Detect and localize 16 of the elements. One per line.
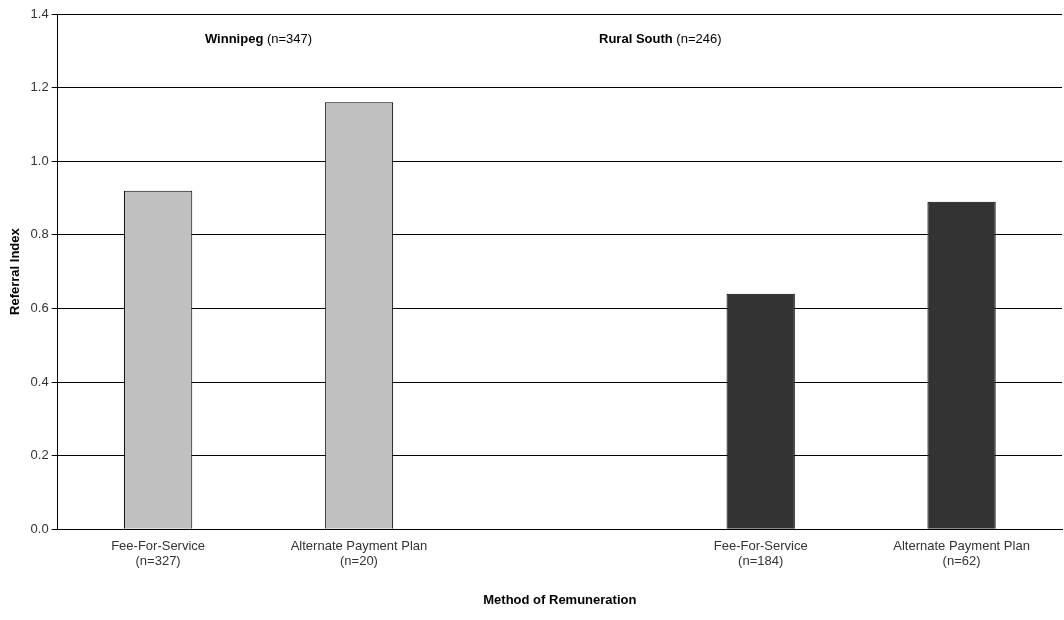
- y-tick-label: 1.0: [30, 152, 49, 168]
- y-tick-label: 1.4: [30, 5, 49, 21]
- annotation: Winnipeg (n=347): [204, 31, 313, 47]
- x-axis-title: Method of Remuneration: [483, 591, 637, 607]
- x-tick-label: Fee-For-Service (n=184): [713, 537, 808, 569]
- annotation: Rural South (n=246): [599, 31, 722, 47]
- y-tick-label: 0.4: [30, 373, 49, 389]
- y-tick-label: 0.6: [30, 299, 49, 315]
- x-tick-label: Alternate Payment Plan (n=62): [893, 537, 1030, 569]
- x-tick-label: Alternate Payment Plan (n=20): [290, 537, 428, 569]
- x-tick-label: Fee-For-Service (n=327): [111, 537, 206, 569]
- y-axis-title: Referral Index: [7, 227, 23, 315]
- y-tick-label: 1.2: [30, 79, 49, 95]
- y-tick-label: 0.2: [30, 447, 49, 463]
- y-tick-label: 0.0: [30, 520, 49, 536]
- y-tick-label: 0.8: [30, 226, 49, 242]
